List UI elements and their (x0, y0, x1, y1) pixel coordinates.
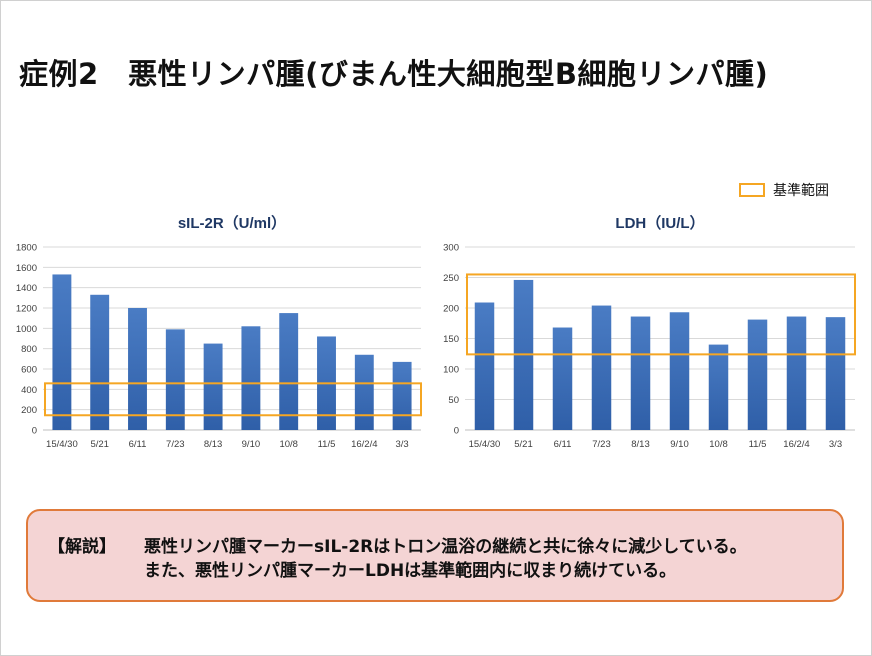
sil2r-x-tick-label: 9/10 (242, 439, 261, 450)
ldh-chart-title: LDH（IU/L） (615, 214, 704, 232)
ldh-x-tick-label: 6/11 (554, 439, 572, 450)
sil2r-y-tick-label: 800 (21, 344, 37, 355)
ldh-y-tick-label: 100 (443, 365, 459, 376)
ldh-y-tick-label: 50 (448, 395, 459, 406)
ldh-bar (474, 302, 495, 430)
sil2r-y-tick-label: 600 (21, 365, 37, 376)
ldh-bar (669, 312, 690, 430)
sil2r-y-tick-label: 1400 (16, 283, 37, 294)
sil2r-y-tick-label: 1800 (16, 243, 37, 254)
ldh-bar (747, 319, 768, 430)
ldh-chart-svg: LDH（IU/L） 0 50 100 150 200 250 300 15/4/30 5/21 6/… (443, 214, 856, 450)
ldh-y-tick-label: 250 (443, 273, 459, 284)
sil2r-reference-range-box (44, 382, 422, 417)
sil2r-x-tick-label: 10/8 (279, 439, 298, 450)
sil2r-x-tick-label: 5/21 (90, 439, 109, 450)
explanation-label: 【解説】 (48, 537, 116, 557)
sil2r-x-tick-label: 6/11 (129, 439, 147, 450)
sil2r-y-tick-label: 1000 (16, 324, 37, 335)
sil2r-x-tick-label: 7/23 (166, 439, 185, 450)
ldh-y-tick-label: 200 (443, 304, 459, 315)
ldh-x-tick-label: 10/8 (709, 439, 728, 450)
ldh-x-tick-label: 7/23 (592, 439, 611, 450)
sil2r-y-tick-label: 0 (32, 426, 37, 437)
ldh-y-tick-label: 0 (454, 426, 459, 437)
sil2r-chart-svg: sIL-2R（U/ml） 0 200 400 600 800 1000 1200 1400 160… (16, 214, 422, 450)
sil2r-x-tick-label: 15/4/30 (46, 439, 78, 450)
legend-label: 基準範囲 (773, 183, 829, 199)
slide-title: 症例2 悪性リンパ腫(びまん性大細胞型B細胞リンパ腫) (19, 57, 769, 91)
ldh-bar (552, 327, 573, 430)
ldh-chart: LDH（IU/L） 0 50 100 150 200 250 300 15/4/30 5/21 6/… (433, 206, 863, 460)
sil2r-x-tick-label: 11/5 (318, 439, 336, 450)
sil2r-x-tick-label: 16/2/4 (351, 439, 377, 450)
sil2r-x-tick-label: 3/3 (395, 439, 408, 450)
ldh-bar (786, 316, 807, 430)
ldh-x-tick-label: 8/13 (631, 439, 650, 450)
sil2r-bar (279, 313, 299, 430)
sil2r-y-tick-label: 200 (21, 405, 37, 416)
ldh-x-tick-label: 16/2/4 (783, 439, 809, 450)
explanation-row-1: 【解説】 悪性リンパ腫マーカーsIL-2Rはトロン温浴の継続と共に徐々に減少して… (48, 535, 822, 559)
explanation-label-spacer (48, 559, 144, 583)
sil2r-y-tick-label: 1200 (16, 304, 37, 315)
ldh-bar (708, 344, 729, 430)
ldh-x-tick-label: 15/4/30 (469, 439, 501, 450)
ldh-x-tick-label: 3/3 (829, 439, 842, 450)
legend: 基準範囲 (739, 180, 829, 200)
ldh-bar (591, 305, 612, 430)
sil2r-y-tick-label: 1600 (16, 263, 37, 274)
sil2r-bar (52, 274, 72, 430)
sil2r-bar (128, 308, 147, 430)
legend-reference-swatch (739, 183, 765, 197)
sil2r-bar (165, 329, 185, 430)
explanation-row-2: また、悪性リンパ腫マーカーLDHは基準範囲内に収まり続けている。 (48, 559, 822, 583)
ldh-x-tick-label: 9/10 (670, 439, 689, 450)
ldh-y-tick-label: 300 (443, 243, 459, 254)
ldh-x-tick-label: 11/5 (749, 439, 767, 450)
explanation-box: 【解説】 悪性リンパ腫マーカーsIL-2Rはトロン温浴の継続と共に徐々に減少して… (26, 509, 844, 602)
sil2r-x-tick-label: 8/13 (204, 439, 223, 450)
sil2r-bar (392, 361, 412, 430)
sil2r-bar (90, 294, 110, 430)
explanation-line-1: 悪性リンパ腫マーカーsIL-2Rはトロン温浴の継続と共に徐々に減少している。 (144, 537, 747, 557)
sil2r-chart: sIL-2R（U/ml） 0 200 400 600 800 1000 1200 1400 160… (9, 206, 429, 460)
ldh-bar (825, 317, 846, 430)
ldh-reference-range-box (466, 273, 856, 356)
ldh-y-tick-label: 150 (443, 334, 459, 345)
sil2r-y-tick-label: 400 (21, 385, 37, 396)
sil2r-bar (203, 343, 223, 430)
explanation-line-2: また、悪性リンパ腫マーカーLDHは基準範囲内に収まり続けている。 (144, 561, 677, 581)
sil2r-bar (241, 326, 261, 430)
sil2r-bar (354, 354, 374, 430)
ldh-bar (630, 316, 651, 430)
ldh-x-tick-label: 5/21 (514, 439, 533, 450)
sil2r-chart-title: sIL-2R（U/ml） (178, 214, 286, 232)
